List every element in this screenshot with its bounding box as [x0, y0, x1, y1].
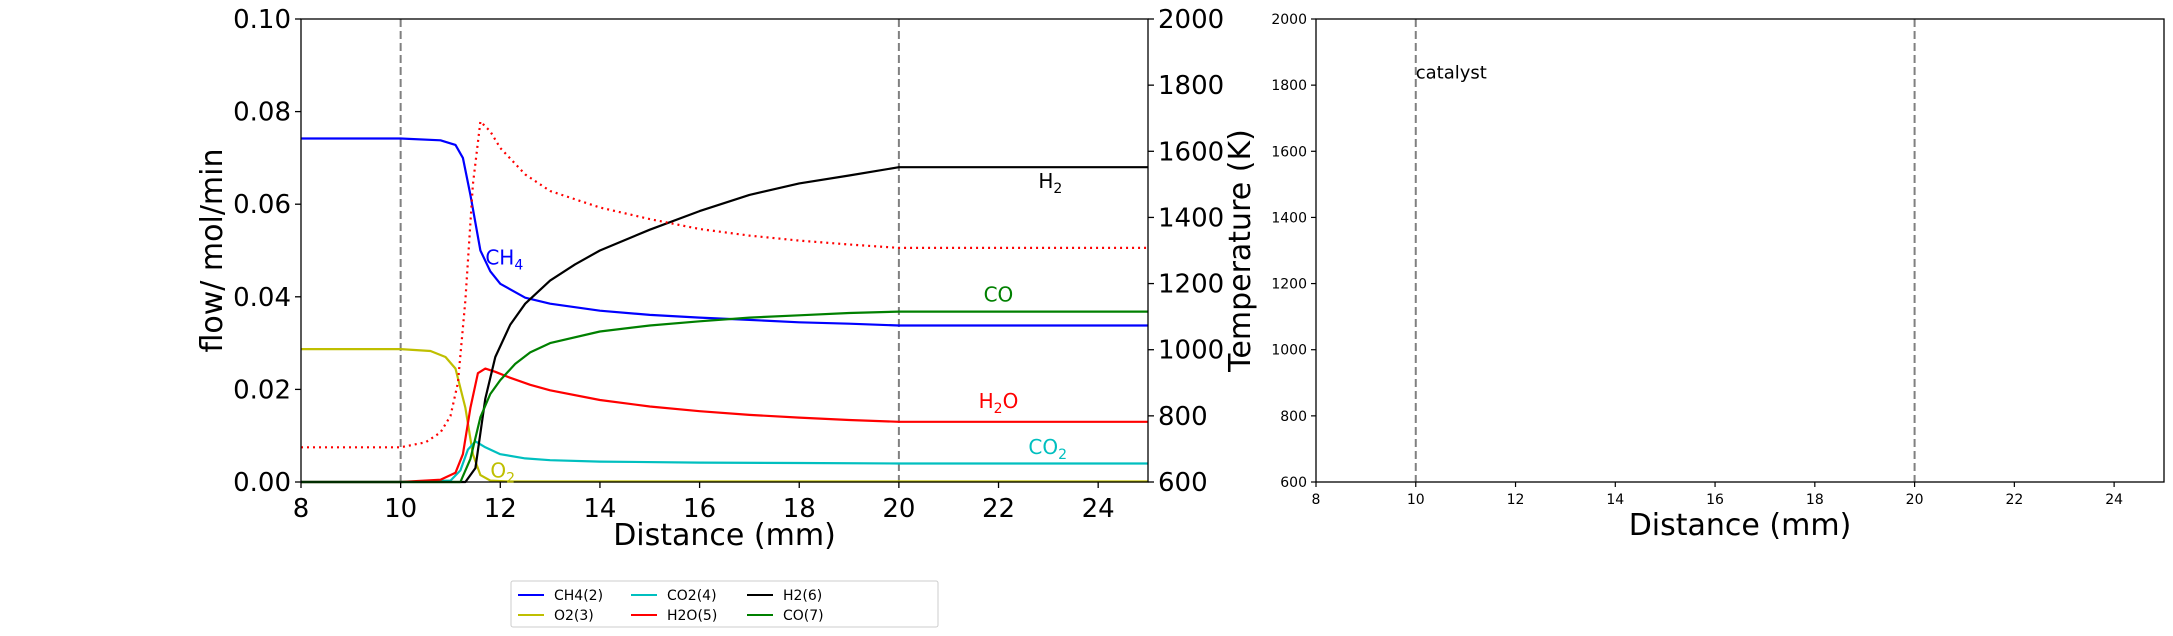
- x-tick-label: 22: [982, 494, 1015, 524]
- series-line-CO2(4): [301, 440, 1148, 484]
- series-line-CO(7): [301, 310, 1148, 484]
- y-tick-label: 800: [1280, 409, 1307, 425]
- x-tick-label: 24: [2105, 492, 2123, 508]
- legend-label: H2(6): [783, 588, 822, 604]
- plot-frame: [300, 18, 1149, 483]
- x-tick-label: 16: [1706, 492, 1724, 508]
- x-tick-label: 12: [1507, 492, 1525, 508]
- y-tick-label: 1200: [1271, 277, 1307, 293]
- y2-tick-label: 600: [1158, 468, 1208, 498]
- series-line-O2(3): [301, 348, 1148, 483]
- x-tick-label: 20: [882, 494, 915, 524]
- species-label: H2: [1038, 169, 1062, 197]
- temperature-line: [301, 120, 1148, 449]
- series-line-H2(6): [301, 166, 1148, 484]
- y-axis-title: flow/ mol/min: [195, 148, 230, 352]
- x-tick-label: 24: [1082, 494, 1115, 524]
- y-tick-label: 1400: [1271, 210, 1307, 226]
- x-tick-label: 14: [1606, 492, 1624, 508]
- x-tick-label: 8: [1312, 492, 1321, 508]
- x-tick-label: 16: [683, 494, 716, 524]
- x-tick-label: 18: [1806, 492, 1824, 508]
- y-tick-label: 600: [1280, 475, 1307, 491]
- series-line-H2O(5): [301, 367, 1148, 484]
- legend-label: CO(7): [783, 608, 824, 624]
- y2-tick-label: 1400: [1158, 203, 1224, 233]
- legend-label: O2(3): [554, 608, 594, 624]
- species-label: CH4: [485, 245, 523, 273]
- y2-axis-title: Temperature (K): [1223, 129, 1258, 373]
- flow-temperature-chart: 8 10 12 14 16 18 20 22 24 0.00 0.02 0.04 0.06 0.08 0.1…: [195, 5, 1258, 553]
- y-tick-label: 0.08: [233, 98, 291, 128]
- x-tick-label: 14: [583, 494, 616, 524]
- y2-tick-label: 1600: [1158, 137, 1224, 167]
- legend-label: H2O(5): [667, 608, 717, 624]
- species-label: CO: [984, 282, 1014, 306]
- y2-tick-label: 2000: [1158, 5, 1224, 35]
- y2-tick-label: 800: [1158, 402, 1208, 432]
- x-tick-label: 8: [293, 494, 310, 524]
- x-tick-label: 10: [1407, 492, 1425, 508]
- y-tick-label: 0.00: [233, 468, 291, 498]
- y-tick-label: 0.04: [233, 283, 291, 313]
- species-label: CO2: [1028, 435, 1067, 463]
- y-tick-label: 0.02: [233, 375, 291, 405]
- y2-tick-label: 1000: [1158, 336, 1224, 366]
- y-tick-label: 0.10: [233, 5, 291, 35]
- y-tick-label: 1800: [1271, 78, 1307, 94]
- x-tick-label: 22: [2005, 492, 2023, 508]
- x-tick-label: 18: [783, 494, 816, 524]
- plot-frame: [1315, 18, 2165, 483]
- y2-tick-label: 1200: [1158, 270, 1224, 300]
- y-tick-label: 2000: [1271, 12, 1307, 28]
- legend-label: CH4(2): [554, 588, 603, 604]
- species-label: H2O: [979, 389, 1019, 417]
- species-label: O2: [490, 458, 515, 486]
- catalyst-label: catalyst: [1416, 63, 1487, 84]
- temperature-catalyst-chart: 8 10 12 14 16 18 20 22 24 600 800 1000 1200 1400 1600 1…: [1271, 12, 2165, 543]
- chart-legend: CH4(2) O2(3) CO2(4) H2O(5) H2(6) CO(7): [510, 580, 939, 628]
- legend-box: [510, 580, 939, 628]
- x-tick-label: 12: [484, 494, 517, 524]
- y-tick-label: 0.06: [233, 190, 291, 220]
- x-axis-title: Distance (mm): [1629, 508, 1852, 543]
- legend-label: CO2(4): [667, 588, 717, 604]
- y-tick-label: 1000: [1271, 343, 1307, 359]
- series-line-CH4(2): [301, 137, 1148, 327]
- y-tick-label: 1600: [1271, 144, 1307, 160]
- x-axis-title: Distance (mm): [613, 518, 836, 553]
- y2-tick-label: 1800: [1158, 71, 1224, 101]
- x-tick-label: 10: [384, 494, 417, 524]
- x-tick-label: 20: [1906, 492, 1924, 508]
